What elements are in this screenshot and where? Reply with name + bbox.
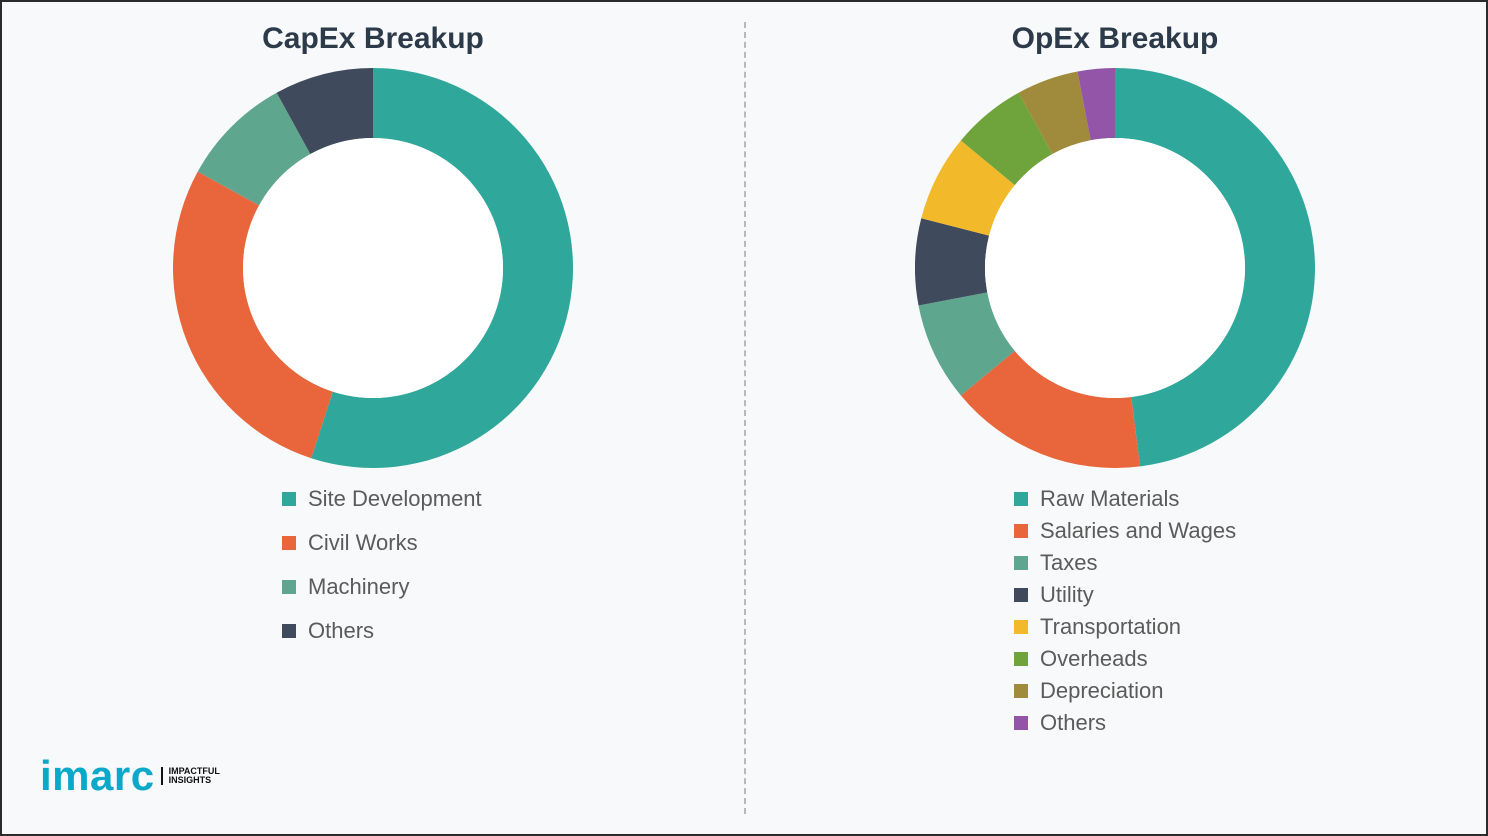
- capex-title: CapEx Breakup: [2, 22, 744, 56]
- legend-label: Raw Materials: [1040, 486, 1179, 512]
- donut-hole: [243, 138, 503, 398]
- brand-tagline-line2: INSIGHTS: [169, 776, 220, 785]
- panel-divider: [744, 22, 746, 814]
- legend-swatch: [1014, 684, 1028, 698]
- legend-label: Transportation: [1040, 614, 1181, 640]
- legend-swatch: [1014, 588, 1028, 602]
- capex-legend: Site Development Civil Works Machinery Othe…: [282, 486, 744, 644]
- legend-item: Overheads: [1014, 646, 1486, 672]
- donut-hole: [985, 138, 1245, 398]
- legend-swatch: [282, 492, 296, 506]
- legend-label: Machinery: [308, 574, 409, 600]
- brand-logo-tagline: IMPACTFUL INSIGHTS: [161, 767, 220, 785]
- legend-swatch: [1014, 716, 1028, 730]
- capex-panel: CapEx Breakup Site Development Civil Work…: [2, 2, 744, 834]
- legend-swatch: [1014, 492, 1028, 506]
- legend-swatch: [282, 580, 296, 594]
- brand-logo: imarc IMPACTFUL INSIGHTS: [40, 752, 220, 800]
- legend-label: Others: [1040, 710, 1106, 736]
- legend-label: Others: [308, 618, 374, 644]
- legend-swatch: [1014, 652, 1028, 666]
- legend-item: Depreciation: [1014, 678, 1486, 704]
- brand-logo-text: imarc: [40, 752, 155, 800]
- legend-swatch: [1014, 524, 1028, 538]
- legend-item: Taxes: [1014, 550, 1486, 576]
- legend-item: Transportation: [1014, 614, 1486, 640]
- legend-item: Machinery: [282, 574, 744, 600]
- legend-label: Civil Works: [308, 530, 418, 556]
- legend-item: Utility: [1014, 582, 1486, 608]
- legend-item: Others: [1014, 710, 1486, 736]
- opex-legend: Raw Materials Salaries and Wages Taxes Util…: [1014, 486, 1486, 736]
- opex-title: OpEx Breakup: [744, 22, 1486, 56]
- legend-label: Utility: [1040, 582, 1094, 608]
- legend-item: Raw Materials: [1014, 486, 1486, 512]
- legend-item: Site Development: [282, 486, 744, 512]
- capex-donut: [173, 68, 573, 468]
- legend-item: Others: [282, 618, 744, 644]
- legend-label: Site Development: [308, 486, 482, 512]
- opex-donut: [915, 68, 1315, 468]
- chart-frame: CapEx Breakup Site Development Civil Work…: [0, 0, 1488, 836]
- legend-item: Civil Works: [282, 530, 744, 556]
- capex-chart-wrap: [2, 68, 744, 468]
- legend-swatch: [282, 624, 296, 638]
- legend-label: Taxes: [1040, 550, 1097, 576]
- legend-item: Salaries and Wages: [1014, 518, 1486, 544]
- legend-label: Salaries and Wages: [1040, 518, 1236, 544]
- opex-panel: OpEx Breakup Raw Materials Salaries and W…: [744, 2, 1486, 834]
- legend-label: Overheads: [1040, 646, 1148, 672]
- legend-swatch: [282, 536, 296, 550]
- legend-label: Depreciation: [1040, 678, 1164, 704]
- legend-swatch: [1014, 556, 1028, 570]
- opex-chart-wrap: [744, 68, 1486, 468]
- legend-swatch: [1014, 620, 1028, 634]
